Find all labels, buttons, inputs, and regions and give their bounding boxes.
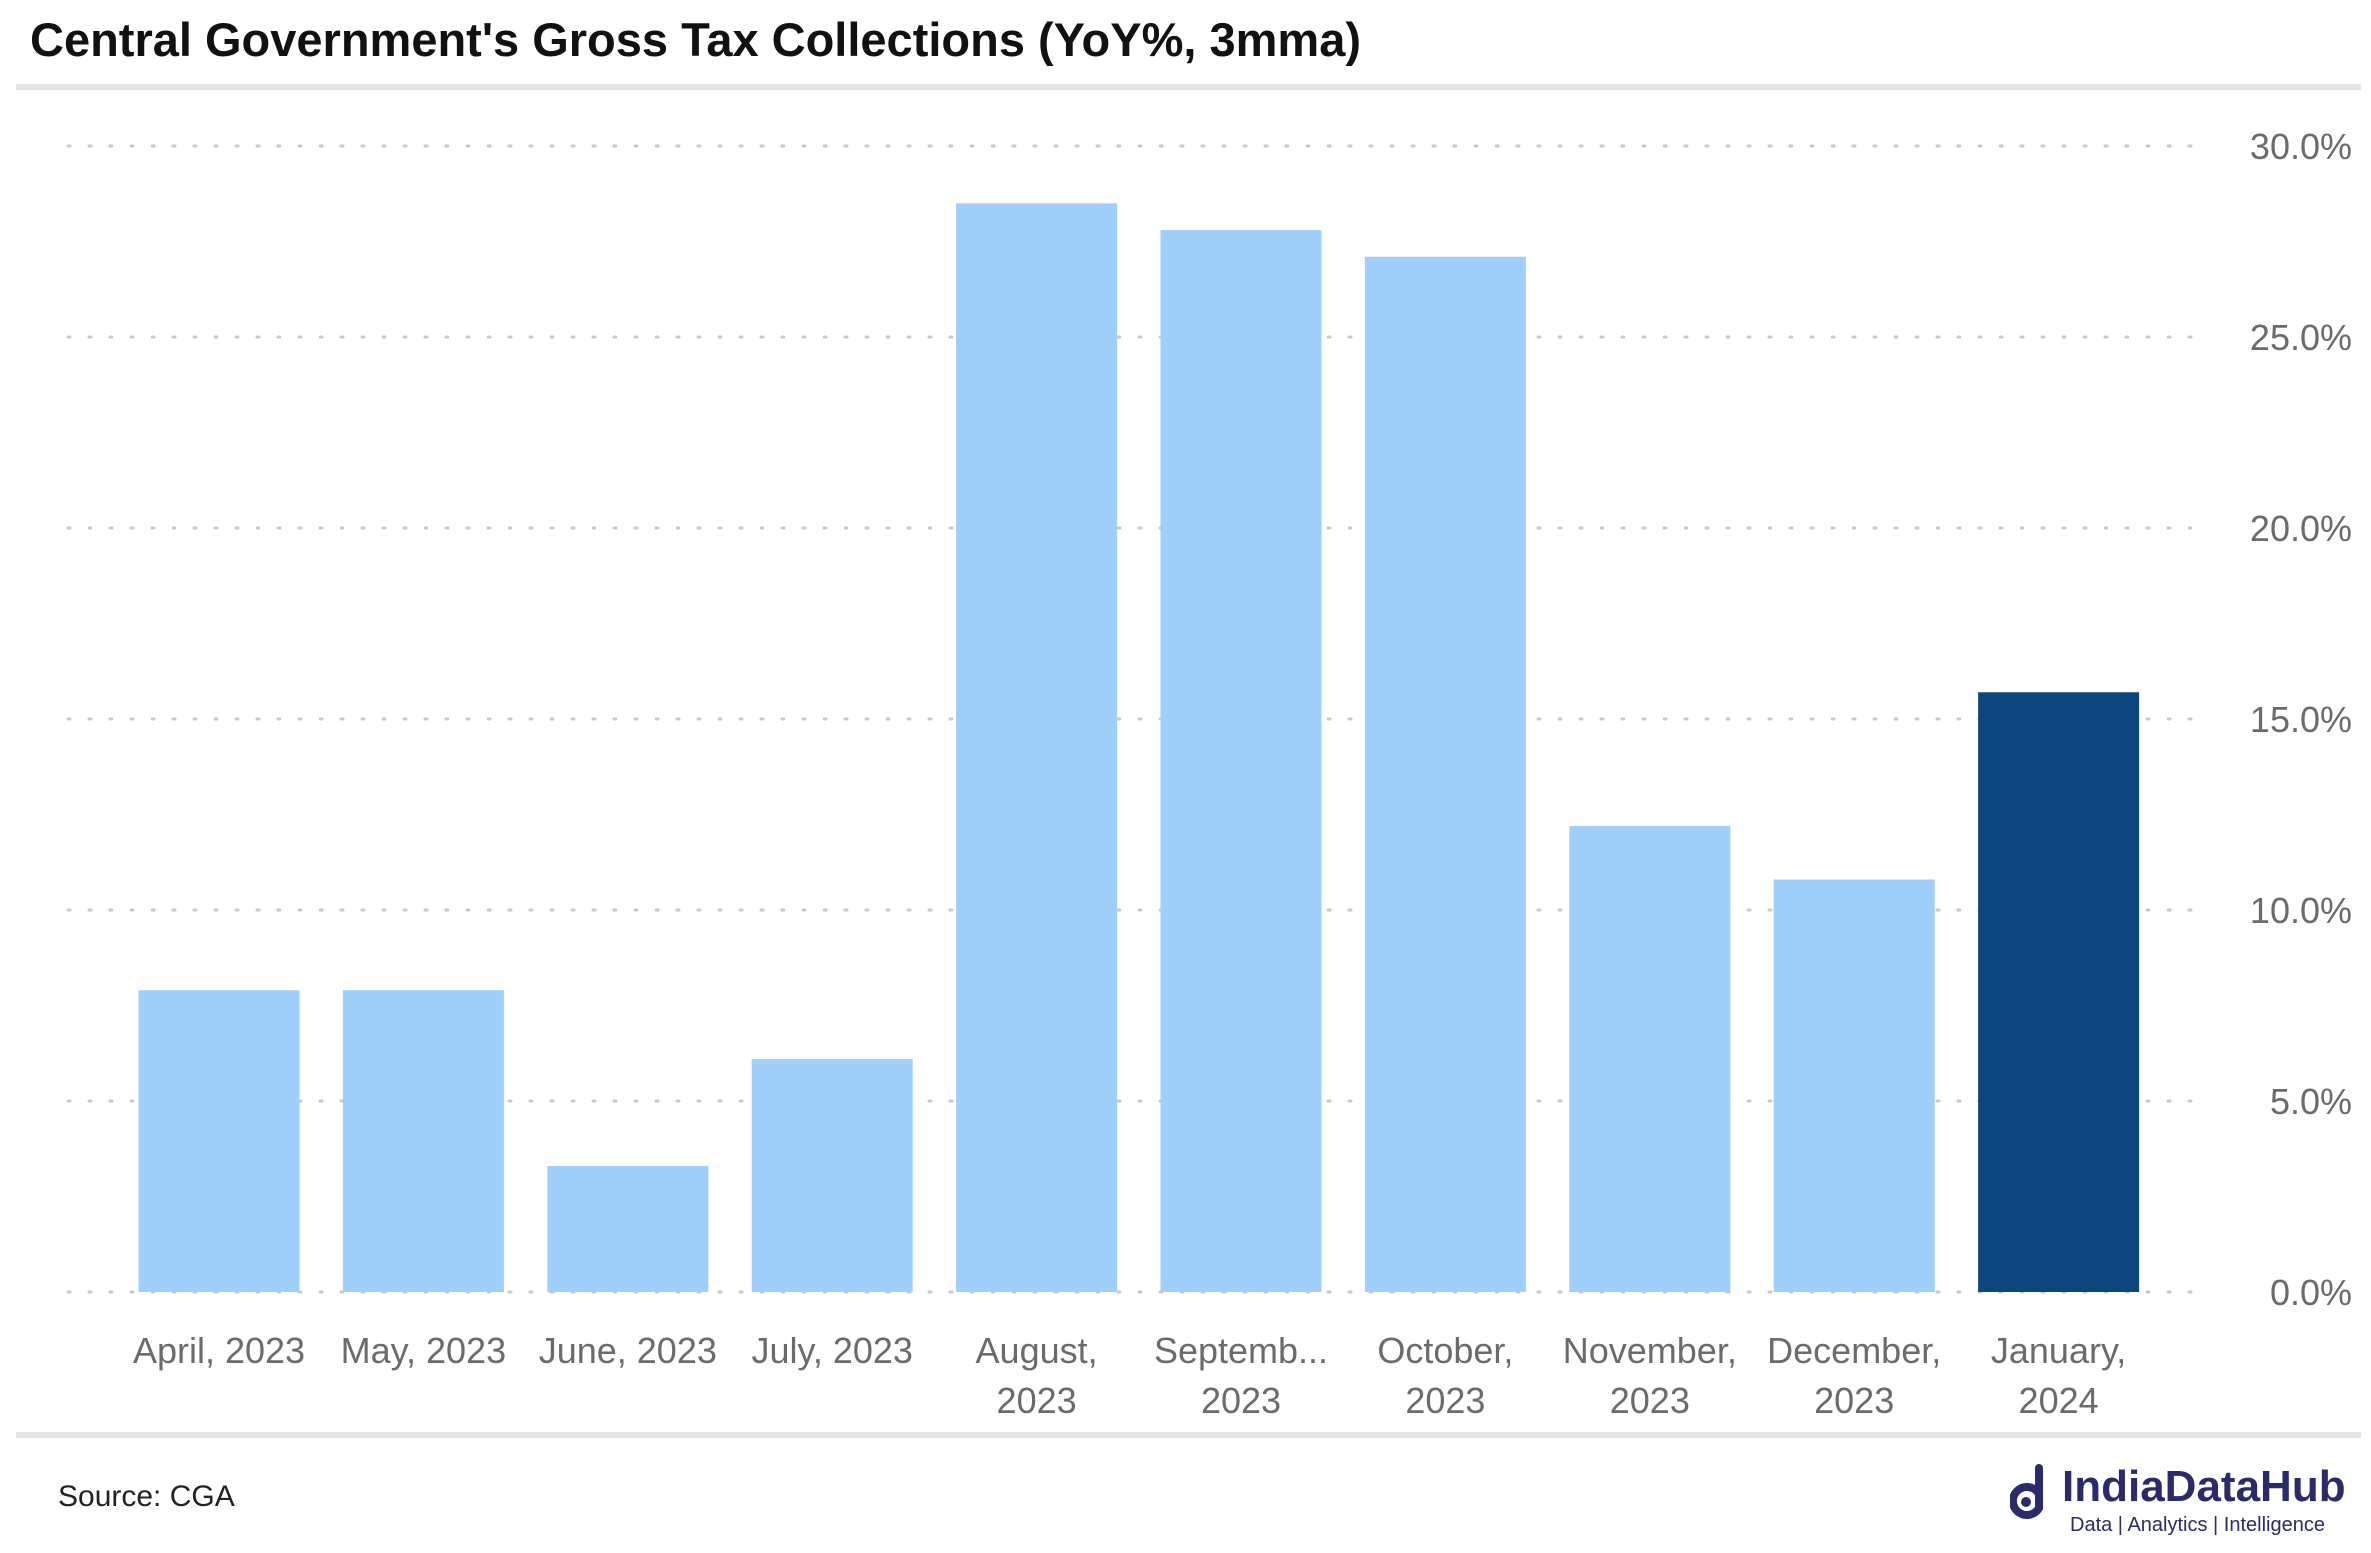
logo-tagline: Data | Analytics | Intelligence (2070, 1514, 2325, 1536)
bar-0 (138, 990, 300, 1292)
y-tick-label: 10.0% (2250, 890, 2352, 931)
y-tick-label: 30.0% (2250, 126, 2352, 167)
x-tick-label: April, 2023 (133, 1330, 305, 1371)
y-tick-label: 25.0% (2250, 317, 2352, 358)
y-tick-label: 0.0% (2270, 1272, 2352, 1313)
x-tick-label: 2023 (1201, 1380, 1281, 1421)
bar-8 (1773, 879, 1935, 1292)
bars (138, 203, 2140, 1292)
title-divider (16, 84, 2361, 90)
bar-3 (751, 1058, 913, 1292)
x-tick-label: August, (976, 1330, 1098, 1371)
x-axis-ticks: April, 2023 May, 2023 June, 2023 July, 2023… (133, 1330, 2126, 1421)
x-tick-label: 2023 (1814, 1380, 1894, 1421)
x-tick-label: July, 2023 (751, 1330, 912, 1371)
bar-7 (1569, 825, 1731, 1292)
x-tick-label: May, 2023 (341, 1330, 506, 1371)
x-tick-label: 2023 (1405, 1380, 1485, 1421)
bar-2 (547, 1165, 709, 1292)
logo-mark-icon (2010, 1464, 2043, 1519)
y-axis-ticks: 0.0% 5.0% 10.0% 15.0% 20.0% 25.0% 30.0% (2250, 126, 2352, 1313)
x-tick-label: 2024 (2019, 1380, 2099, 1421)
x-tick-label: Septemb... (1154, 1330, 1328, 1371)
bar-4 (956, 203, 1118, 1292)
bar-1 (342, 990, 504, 1292)
x-tick-label: October, (1377, 1330, 1513, 1371)
source-note: Source: CGA (58, 1480, 235, 1513)
footer-divider (16, 1432, 2361, 1438)
y-tick-label: 5.0% (2270, 1081, 2352, 1122)
y-tick-label: 20.0% (2250, 508, 2352, 549)
x-tick-label: June, 2023 (539, 1330, 717, 1371)
bar-6 (1364, 256, 1526, 1292)
x-tick-label: November, (1563, 1330, 1737, 1371)
y-tick-label: 15.0% (2250, 699, 2352, 740)
indiadatahub-logo: IndiaDataHub Data | Analytics | Intellig… (2010, 1462, 2355, 1548)
logo-name: IndiaDataHub (2062, 1462, 2346, 1511)
bar-9 (1978, 692, 2140, 1292)
bar-5 (1160, 230, 1322, 1292)
x-tick-label: December, (1767, 1330, 1941, 1371)
x-tick-label: 2023 (1610, 1380, 1690, 1421)
x-tick-label: 2023 (997, 1380, 1077, 1421)
chart-title: Central Government's Gross Tax Collectio… (30, 13, 1362, 66)
x-tick-label: January, (1991, 1330, 2126, 1371)
